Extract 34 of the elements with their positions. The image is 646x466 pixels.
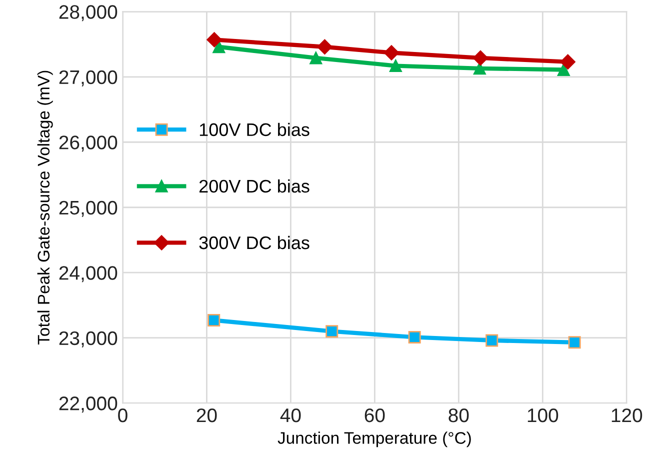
y-tick-label: 28,000 xyxy=(59,5,118,22)
point xyxy=(472,50,488,66)
y-tick-label: 22,000 xyxy=(59,396,118,413)
point xyxy=(317,39,332,54)
x-tick-label: 20 xyxy=(196,408,217,422)
y-tick-label: 23,000 xyxy=(59,331,118,348)
point xyxy=(208,314,220,326)
x-tick-label: 60 xyxy=(364,408,385,422)
point xyxy=(326,325,338,338)
x-tick-label: 120 xyxy=(612,408,642,422)
legend-label: 300V DC bias xyxy=(199,236,310,250)
point xyxy=(486,334,498,347)
x-tick-label: 40 xyxy=(280,408,301,422)
y-tick-label: 24,000 xyxy=(59,266,118,282)
point xyxy=(384,45,400,60)
point xyxy=(473,62,486,75)
point xyxy=(408,330,421,344)
x-tick-label: 80 xyxy=(448,408,469,422)
y-tick-label: 27,000 xyxy=(59,70,118,86)
x-axis-title: Junction Temperature (°C) xyxy=(278,432,471,448)
y-tick-label: 25,000 xyxy=(59,200,118,217)
point xyxy=(206,32,222,48)
point xyxy=(568,336,581,349)
x-tick-label: 0 xyxy=(118,408,128,422)
point xyxy=(389,60,402,72)
y-tick-label: 26,000 xyxy=(59,136,118,152)
legend-label: 200V DC bias xyxy=(199,179,310,193)
point xyxy=(310,52,322,64)
x-tick-label: 100 xyxy=(528,408,558,422)
legend-label: 100V DC bias xyxy=(200,122,310,136)
y-axis-title: Total Peak Gate-source Voltage (mV) xyxy=(37,70,53,345)
point xyxy=(557,63,570,76)
point xyxy=(212,40,226,54)
point xyxy=(560,54,576,70)
